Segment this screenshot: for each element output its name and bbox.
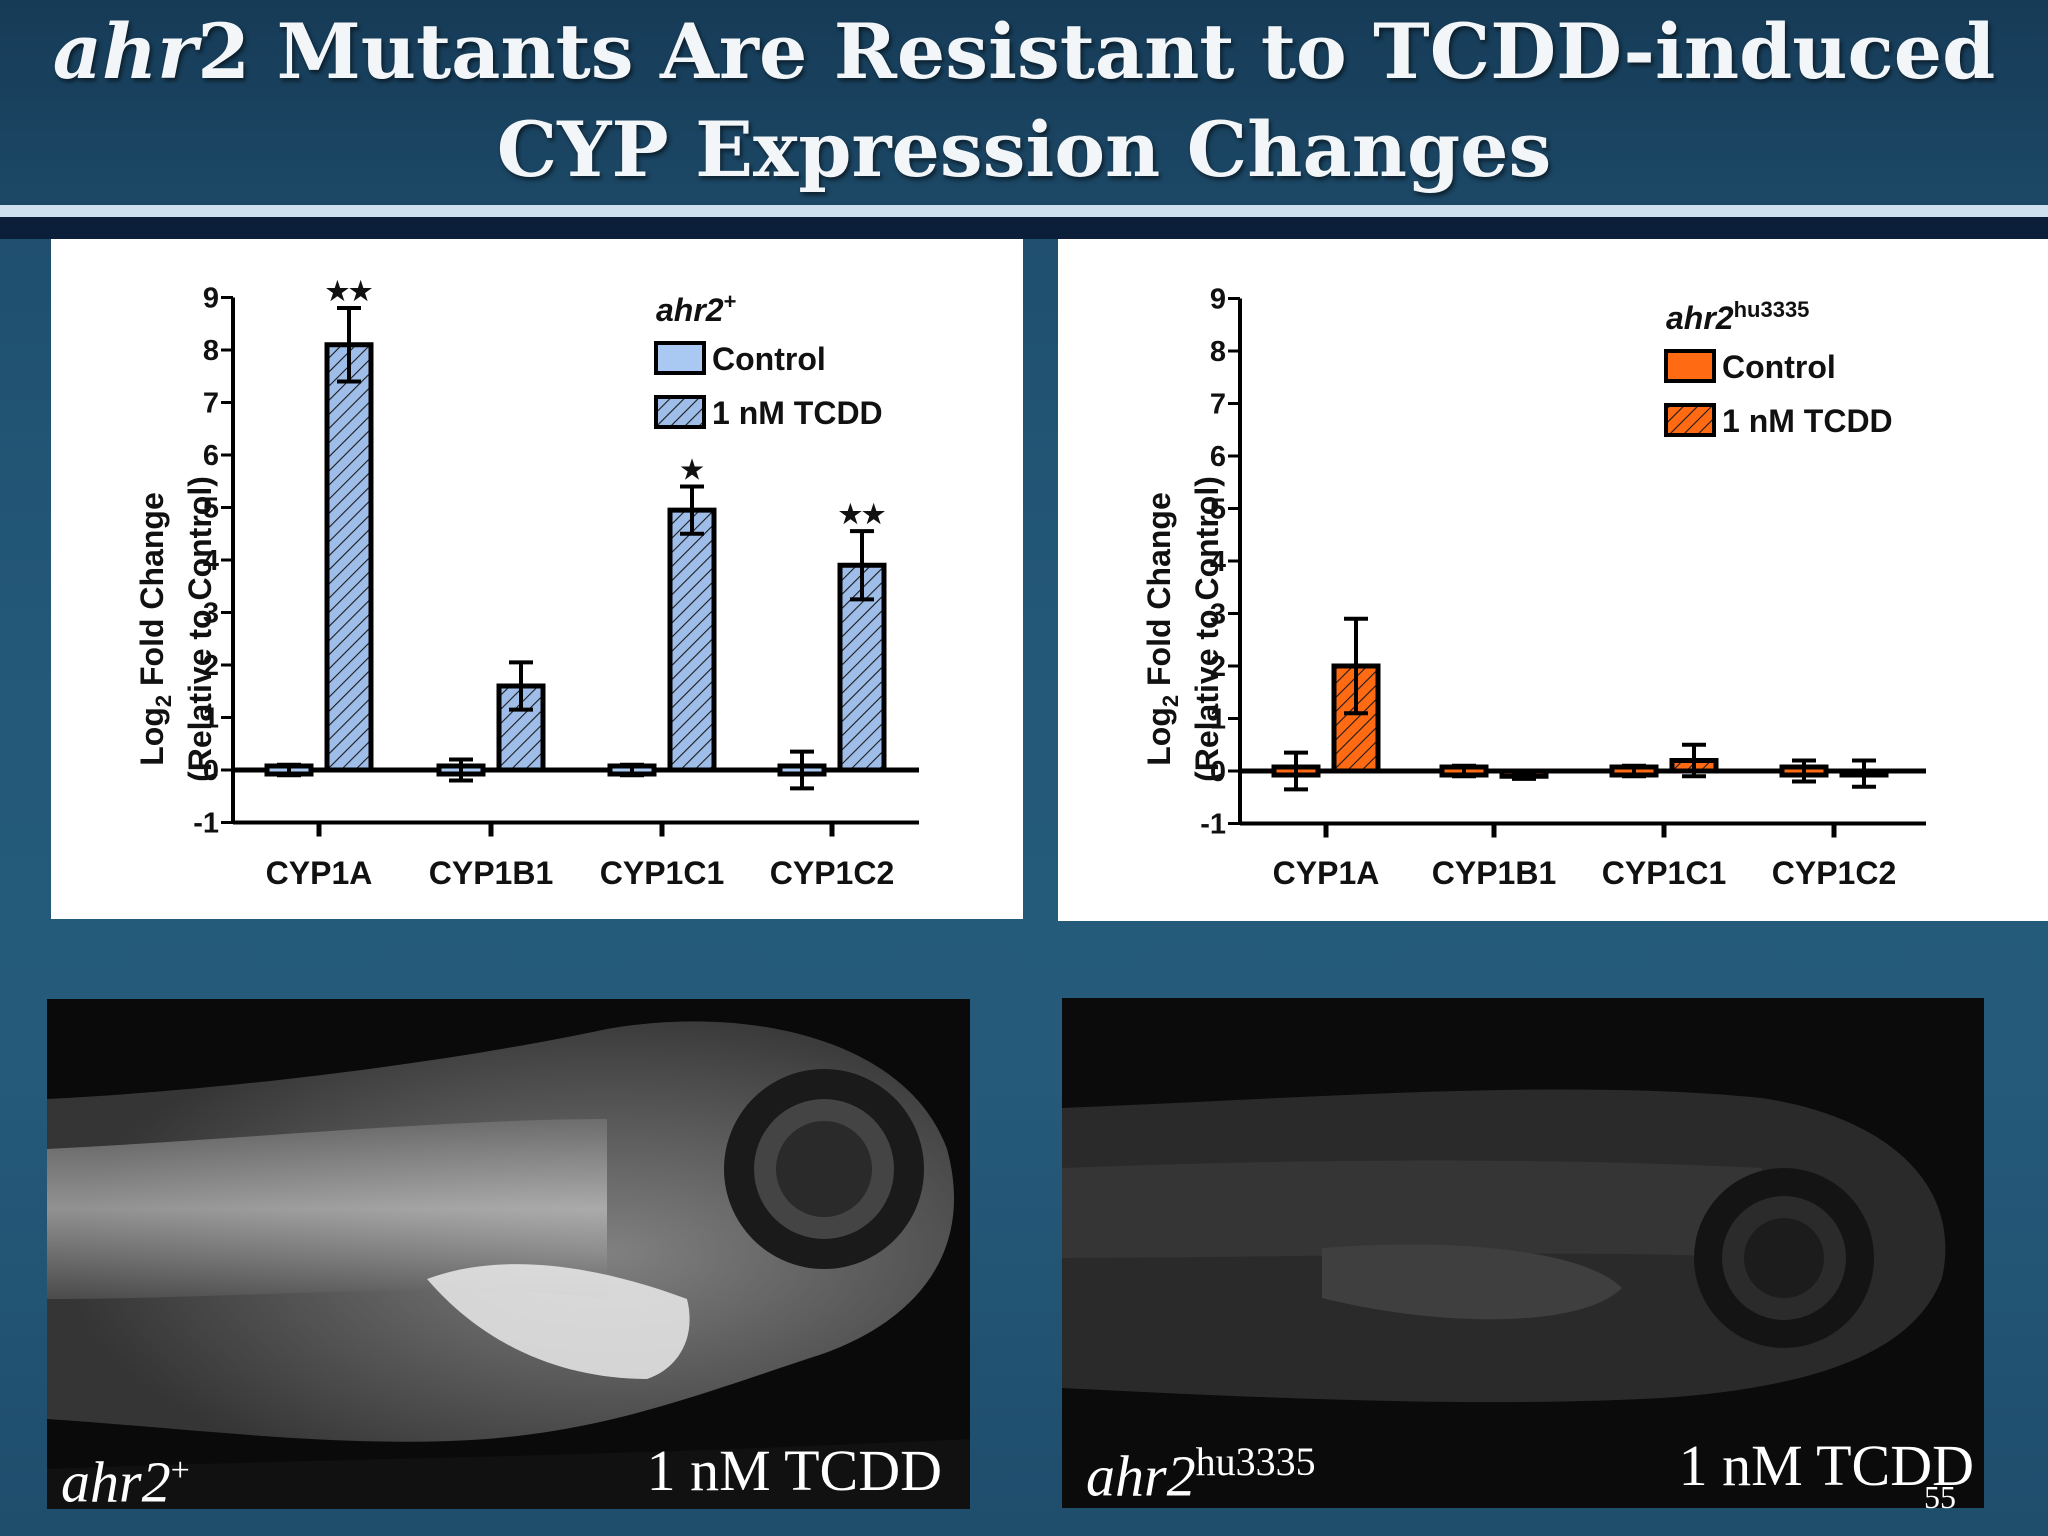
- y-axis-title-rest: Fold Change: [134, 492, 170, 695]
- slide-title-line1: ahr2 Mutants Are Resistant to TCDD-induc…: [0, 6, 2048, 98]
- y-tick-label: 6: [203, 440, 219, 472]
- y-tick-label: 2: [203, 650, 219, 682]
- genotype-caption-wildtype: ahr2+: [61, 1439, 190, 1509]
- zebrafish-larva-bright-image: [47, 999, 970, 1509]
- legend-label-tcdd: 1 nM TCDD: [712, 395, 883, 431]
- genotype-label: ahr2: [61, 1449, 171, 1509]
- treatment-caption-wildtype: 1 nM TCDD: [646, 1438, 942, 1503]
- legend-title-superscript: hu3335: [1734, 297, 1810, 322]
- bar-tcdd: [324, 342, 374, 773]
- y-tick-label: 8: [1210, 336, 1226, 368]
- y-tick-label: 5: [203, 493, 219, 525]
- y-axis-title-line2: (Relative to Control): [182, 476, 218, 782]
- y-tick-label: 0: [203, 755, 219, 787]
- y-axis-title-line2: (Relative to Control): [1189, 476, 1225, 782]
- genotype-caption-mutant: ahr2hu3335: [1086, 1430, 1316, 1508]
- slide-number: 55: [1924, 1479, 1956, 1515]
- genotype-superscript: hu3335: [1195, 1439, 1316, 1484]
- y-axis-title-log: Log: [134, 707, 170, 766]
- x-category-label: CYP1B1: [429, 855, 554, 891]
- y-tick-label: -1: [193, 808, 219, 840]
- title-divider-light: [0, 205, 2048, 217]
- title-divider-dark: [0, 217, 2048, 239]
- legend-swatch-control: [654, 341, 706, 375]
- legend-label-tcdd: 1 nM TCDD: [1722, 403, 1893, 439]
- y-axis-title-line1: Log2 Fold Change: [134, 492, 176, 766]
- y-tick-label: 2: [1210, 651, 1226, 683]
- title-line1-text: 2 Mutants Are Resistant to TCDD-induced: [197, 7, 1996, 96]
- zebrafish-larva-dim-image: [1062, 998, 1984, 1508]
- significance-stars: ★: [680, 455, 704, 485]
- title-italic-gene: ahr: [52, 7, 198, 96]
- micrograph-mutant: ahr2hu3335 1 nM TCDD: [1062, 998, 1984, 1508]
- legend-title-gene: ahr2: [656, 292, 724, 328]
- y-tick-label: 6: [1210, 441, 1226, 473]
- chart-panel-mutant: -1 0 1 2 3 4 5 6 7 8 9 Log2 Fold Change (Relative to…: [1058, 239, 2048, 921]
- x-category-label: CYP1B1: [1432, 855, 1557, 891]
- bar-tcdd: [667, 507, 717, 773]
- y-tick-label: 1: [1210, 704, 1226, 736]
- significance-stars: ★★: [839, 499, 886, 529]
- y-tick-label: 7: [1210, 389, 1226, 421]
- legend-title-superscript: +: [724, 289, 737, 314]
- y-tick-label: 3: [1210, 599, 1226, 631]
- legend-title: ahr2hu3335: [1666, 297, 1809, 336]
- y-axis-title-line1: Log2 Fold Change: [1141, 492, 1183, 766]
- y-tick-label: 9: [203, 283, 219, 315]
- y-tick-label: 1: [203, 703, 219, 735]
- legend-swatch-control: [1664, 349, 1716, 383]
- y-tick-label: 4: [1210, 546, 1226, 578]
- x-category-label: CYP1C1: [1602, 855, 1727, 891]
- legend-title: ahr2+: [656, 289, 736, 328]
- chart-panel-wildtype: -1 0 1 2 3 4 5 6 7 8 9 Log2 Fold Change (Relative to…: [51, 239, 1023, 919]
- significance-stars: ★★: [326, 276, 373, 306]
- slide-title-line2: CYP Expression Changes: [496, 105, 1552, 194]
- legend-label-control: Control: [712, 341, 826, 377]
- genotype-superscript: +: [170, 1452, 190, 1489]
- y-tick-label: 8: [203, 335, 219, 367]
- legend-swatch-tcdd: [654, 395, 706, 429]
- title-bar: [0, 0, 2048, 205]
- y-tick-label: 5: [1210, 494, 1226, 526]
- y-axis-title-log: Log: [1141, 707, 1177, 766]
- x-category-label: CYP1C1: [600, 855, 725, 891]
- genotype-label: ahr2: [1086, 1443, 1196, 1508]
- x-category-label: CYP1C2: [1772, 855, 1897, 891]
- x-category-label: CYP1A: [1273, 855, 1380, 891]
- y-tick-label: -1: [1200, 809, 1226, 841]
- y-axis-title-subscript: 2: [1158, 695, 1183, 707]
- legend-label-control: Control: [1722, 349, 1836, 385]
- y-axis-title-subscript: 2: [151, 695, 176, 707]
- y-tick-label: 3: [203, 598, 219, 630]
- y-tick-label: 9: [1210, 284, 1226, 316]
- y-axis-title-rest: Fold Change: [1141, 492, 1177, 695]
- micrograph-wildtype: ahr2+ 1 nM TCDD: [47, 999, 970, 1509]
- x-category-label: CYP1A: [266, 855, 373, 891]
- y-tick-label: 4: [203, 545, 219, 577]
- x-category-label: CYP1C2: [770, 855, 895, 891]
- y-tick-label: 7: [203, 388, 219, 420]
- legend-swatch-tcdd: [1664, 403, 1716, 437]
- treatment-caption-mutant: 1 nM TCDD: [1678, 1433, 1974, 1498]
- legend-title-gene: ahr2: [1666, 300, 1734, 336]
- y-tick-label: 0: [1210, 756, 1226, 788]
